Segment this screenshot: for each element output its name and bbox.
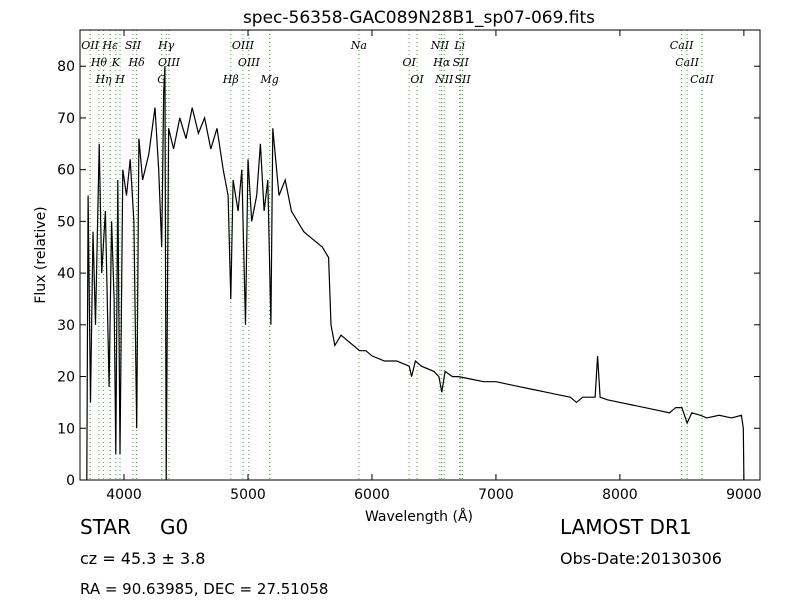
- spectral-line-label: Hη: [94, 73, 112, 86]
- spectral-line-label: SII: [453, 56, 470, 69]
- object-class: STAR: [80, 515, 131, 539]
- x-tick-label: 9000: [726, 487, 762, 503]
- spectral-line-label: Hδ: [128, 56, 146, 69]
- spectral-line-label: NII: [430, 39, 450, 52]
- spectral-line-label: SII: [454, 73, 471, 86]
- x-tick-label: 4000: [106, 487, 142, 503]
- spectral-line-label: OIII: [238, 56, 261, 69]
- spectral-line-label: SII: [125, 39, 142, 52]
- y-tick-label: 50: [57, 214, 75, 230]
- spectral-line-label: CaII: [670, 39, 694, 52]
- y-tick-label: 10: [57, 421, 75, 437]
- x-tick-label: 8000: [602, 487, 638, 503]
- subclass: G0: [160, 515, 188, 539]
- y-tick-label: 20: [57, 370, 75, 386]
- y-axis-label: Flux (relative): [33, 206, 49, 303]
- y-tick-label: 70: [57, 111, 75, 127]
- spectral-line-label: Mg: [260, 73, 279, 86]
- spectral-line-label: Hγ: [157, 39, 175, 52]
- plot-frame: [79, 29, 761, 481]
- x-axis-label: Wavelength (Å): [365, 508, 473, 525]
- spectral-line-label: G: [157, 73, 166, 86]
- spectral-line-label: NII: [434, 73, 454, 86]
- x-tick-label: 6000: [354, 487, 390, 503]
- spectral-line-label: Li: [453, 39, 465, 52]
- spectral-line-label: K: [111, 56, 121, 69]
- x-tick-label: 7000: [478, 487, 514, 503]
- spectral-line-label: CaII: [675, 56, 699, 69]
- spectral-line-label: H: [114, 73, 125, 86]
- spectrum-line: [86, 66, 745, 481]
- survey: LAMOST DR1: [560, 515, 692, 539]
- redshift: cz = 45.3 ± 3.8: [80, 549, 205, 568]
- spectral-line-label: Hα: [432, 56, 451, 69]
- y-tick-label: 40: [57, 266, 75, 282]
- spectral-line-label: OIII: [158, 56, 181, 69]
- spectral-line-label: CaII: [690, 73, 714, 86]
- spectral-line-label: Hε: [101, 39, 118, 52]
- x-tick-label: 5000: [230, 487, 266, 503]
- obs-date: Obs-Date:20130306: [560, 549, 722, 568]
- spectral-line-label: OI: [410, 73, 424, 86]
- y-tick-label: 30: [57, 318, 75, 334]
- spectral-line-label: OII: [81, 39, 99, 52]
- spectral-line-label: Hθ: [90, 56, 108, 69]
- chart-title: spec-56358-GAC089N28B1_sp07-069.fits: [243, 8, 595, 28]
- spectral-line-label: Hβ: [222, 73, 239, 86]
- y-tick-label: 80: [57, 59, 75, 75]
- y-tick-label: 0: [66, 473, 75, 489]
- spectral-line-label: OI: [402, 56, 416, 69]
- spectral-line-label: Na: [350, 39, 367, 52]
- coordinates: RA = 90.63985, DEC = 27.51058: [80, 580, 328, 598]
- y-tick-label: 60: [57, 163, 75, 179]
- spectral-line-label: OIII: [232, 39, 255, 52]
